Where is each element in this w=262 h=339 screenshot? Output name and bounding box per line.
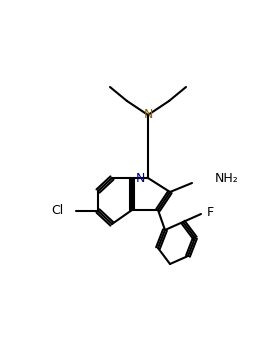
Text: N: N bbox=[136, 172, 145, 184]
Text: N: N bbox=[143, 108, 153, 121]
Text: Cl: Cl bbox=[52, 204, 64, 218]
Text: NH₂: NH₂ bbox=[215, 172, 239, 184]
Text: F: F bbox=[207, 205, 214, 219]
